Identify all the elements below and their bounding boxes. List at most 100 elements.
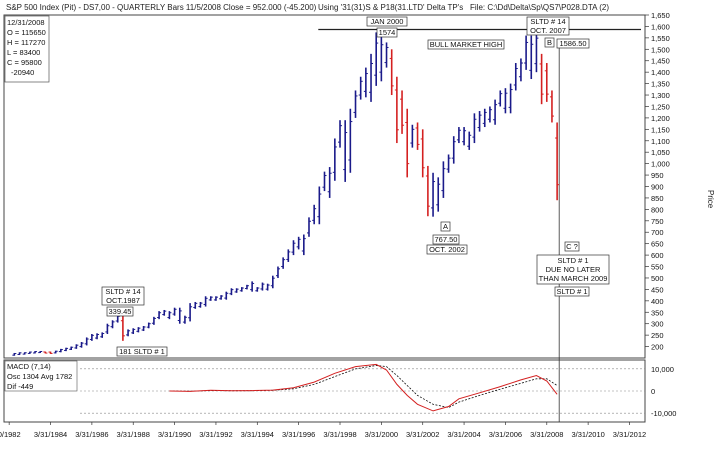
price-tick-label: 850 bbox=[651, 194, 664, 203]
price-tick-label: 1,300 bbox=[651, 91, 670, 100]
price-bar bbox=[534, 29, 539, 73]
price-bar bbox=[472, 113, 477, 144]
price-bar bbox=[203, 296, 208, 307]
price-bar bbox=[151, 316, 156, 325]
price-bar bbox=[374, 32, 379, 86]
macd-tick-label: 0 bbox=[651, 387, 655, 396]
price-tick-label: 1,400 bbox=[651, 68, 670, 77]
price-bar bbox=[410, 124, 415, 148]
marker-b-label: B bbox=[547, 38, 552, 47]
price-bar bbox=[498, 90, 503, 107]
time-tick-label: 3/31/1994 bbox=[241, 430, 274, 439]
price-bar bbox=[239, 287, 244, 292]
marker-c-label: C ? bbox=[566, 242, 578, 251]
price-bar bbox=[436, 177, 441, 212]
price-tick-label: 250 bbox=[651, 331, 664, 340]
sltd1-due-line1: SLTD # 1 bbox=[557, 256, 588, 265]
price-bar bbox=[219, 295, 224, 300]
price-bar bbox=[126, 329, 131, 337]
info-close: C = 95800 bbox=[7, 58, 42, 67]
price-tick-label: 500 bbox=[651, 274, 664, 283]
time-tick-label: 3/31/2004 bbox=[447, 430, 480, 439]
price-bar bbox=[33, 351, 38, 354]
price-bar bbox=[265, 283, 270, 291]
time-tick-label: 3/31/1996 bbox=[282, 430, 315, 439]
price-tick-label: 1,000 bbox=[651, 160, 670, 169]
price-bar bbox=[420, 129, 425, 178]
price-bar bbox=[167, 311, 172, 320]
price-bar bbox=[110, 320, 115, 329]
price-bar bbox=[431, 172, 436, 217]
macd-axis: 10,000 0 -10,000 bbox=[651, 365, 676, 418]
price-bar bbox=[281, 257, 286, 269]
annotation-marker-a: A bbox=[440, 221, 451, 232]
price-bar bbox=[255, 287, 260, 292]
price-tick-label: 1,550 bbox=[651, 34, 670, 43]
price-bar bbox=[322, 171, 327, 192]
price-bar bbox=[312, 204, 317, 225]
time-tick-label: 3/31/2000 bbox=[365, 430, 398, 439]
price-tick-label: 1,050 bbox=[651, 148, 670, 157]
price-tick-label: 700 bbox=[651, 228, 664, 237]
macd-lines bbox=[169, 363, 558, 412]
price-tick-label: 800 bbox=[651, 205, 664, 214]
price-tick-label: 1,150 bbox=[651, 125, 670, 134]
price-bar bbox=[244, 284, 249, 290]
info-open: O = 115650 bbox=[7, 28, 46, 37]
chart-header-indicator: Using '31(31)S & P18(31.LTD' Delta TP's bbox=[318, 3, 463, 12]
price-bar bbox=[275, 266, 280, 278]
annotation-sltd14-1987: SLTD # 14 OCT.1987 bbox=[101, 286, 145, 306]
price-bar bbox=[260, 282, 265, 291]
price-bar bbox=[43, 351, 48, 354]
price-bar bbox=[27, 351, 32, 354]
price-bar bbox=[213, 296, 218, 301]
price-bar bbox=[462, 127, 467, 146]
price-bar bbox=[513, 63, 518, 91]
price-bar bbox=[343, 120, 348, 182]
price-bar bbox=[234, 288, 239, 293]
value-339-label: 339.45 bbox=[109, 307, 132, 316]
time-tick-label: 3/31/1984 bbox=[34, 430, 67, 439]
time-tick-label: 3/31/1998 bbox=[323, 430, 356, 439]
annotation-sltd14-2007-line2: OCT. 2007 bbox=[530, 26, 566, 35]
price-tick-label: 450 bbox=[651, 285, 664, 294]
annotation-jan2000-value: 1574 bbox=[379, 28, 396, 37]
price-bar bbox=[301, 234, 306, 256]
price-bar bbox=[524, 35, 529, 70]
annotation-sltd14-2007: SLTD # 14 OCT. 2007 bbox=[526, 16, 570, 36]
time-tick-label: 3/31/1992 bbox=[199, 430, 232, 439]
price-tick-label: 600 bbox=[651, 251, 664, 260]
macd-osc-value: Osc 1304 Avg 1782 bbox=[7, 372, 72, 381]
macd-tick-label: 10,000 bbox=[651, 365, 674, 374]
price-bar bbox=[379, 35, 384, 82]
price-bar bbox=[348, 108, 353, 173]
price-tick-label: 1,600 bbox=[651, 22, 670, 31]
price-bar bbox=[198, 301, 203, 308]
price-bar bbox=[358, 76, 363, 100]
price-tick-label: 900 bbox=[651, 183, 664, 192]
low-2002-value: 767.50 bbox=[435, 235, 458, 244]
price-tick-label: 1,200 bbox=[651, 114, 670, 123]
price-bar bbox=[79, 341, 84, 348]
annotation-value-339: 339.45 bbox=[106, 306, 134, 317]
price-bar bbox=[451, 136, 456, 164]
price-bar bbox=[38, 351, 43, 354]
macd-info-box bbox=[4, 360, 78, 392]
price-bar bbox=[389, 49, 394, 96]
price-tick-label: 1,350 bbox=[651, 80, 670, 89]
price-bar bbox=[503, 88, 508, 114]
info-low: L = 83400 bbox=[7, 48, 40, 57]
price-tick-label: 650 bbox=[651, 240, 664, 249]
time-tick-label: 3/31/2008 bbox=[530, 430, 563, 439]
price-bar bbox=[17, 352, 22, 356]
price-bar bbox=[229, 288, 234, 296]
macd-dif-value: Dif -449 bbox=[7, 382, 33, 391]
time-axis: 0/1982 3/31/1984 3/31/1986 3/31/1988 3/31/19… bbox=[0, 422, 646, 439]
price-bar bbox=[529, 35, 534, 80]
price-bar bbox=[193, 301, 198, 309]
price-bar bbox=[131, 328, 136, 334]
annotation-low-2002: 767.50 OCT. 2002 bbox=[426, 234, 468, 255]
price-tick-label: 200 bbox=[651, 343, 664, 352]
price-tick-label: 1,250 bbox=[651, 102, 670, 111]
